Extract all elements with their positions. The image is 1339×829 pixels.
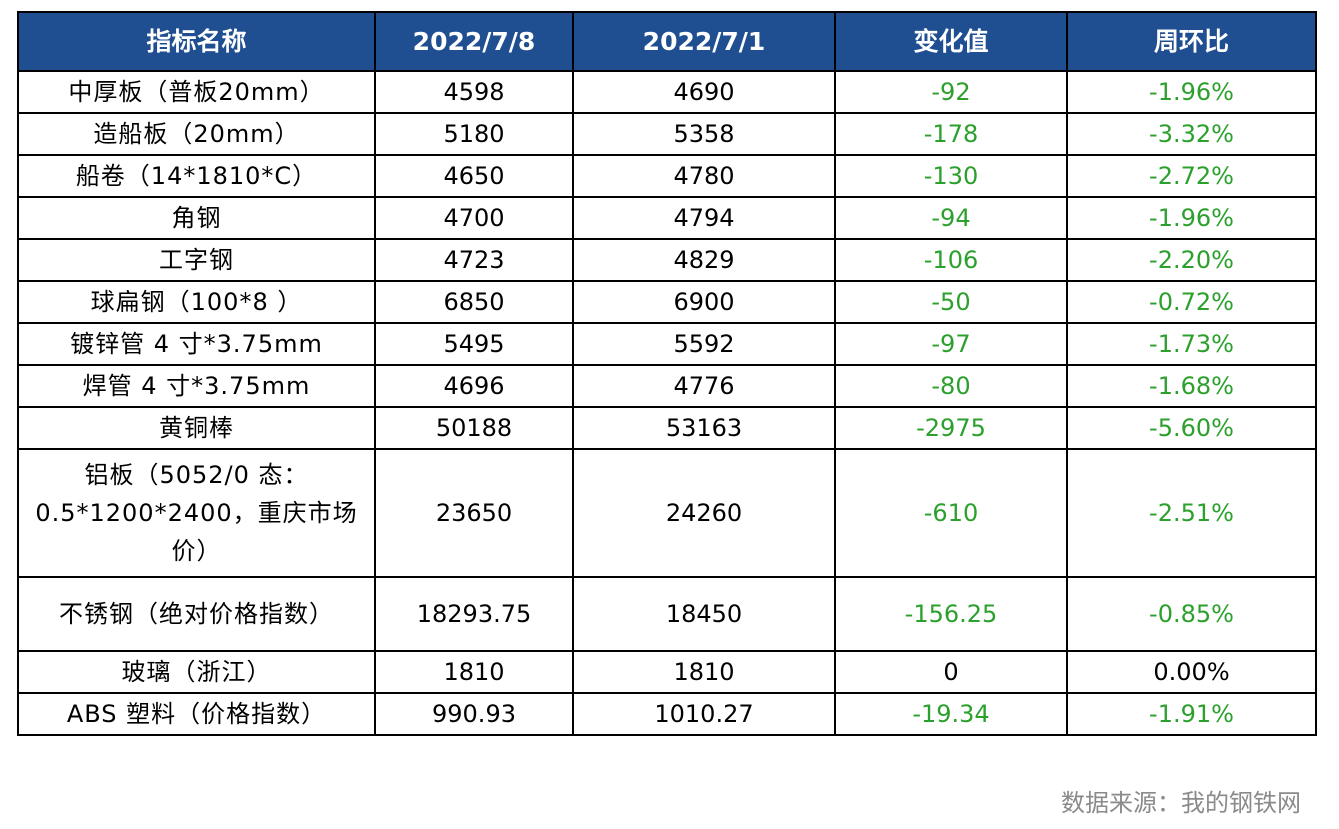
price-table: 指标名称 2022/7/8 2022/7/1 变化值 周环比 中厚板（普板20m… bbox=[17, 11, 1317, 736]
week-ratio-cell: 0.00% bbox=[1066, 650, 1317, 694]
previous-value-cell: 18450 bbox=[572, 576, 836, 652]
table-row: 中厚板（普板20mm） 4598 4690 -92 -1.96% bbox=[17, 70, 1317, 114]
change-value-cell: -156.25 bbox=[834, 576, 1068, 652]
header-week-ratio: 周环比 bbox=[1066, 11, 1317, 72]
indicator-name-cell: 铝板（5052/0 态：0.5*1200*2400，重庆市场价） bbox=[17, 448, 376, 578]
previous-value-cell: 1810 bbox=[572, 650, 836, 694]
week-ratio-cell: -1.96% bbox=[1066, 70, 1317, 114]
change-value-cell: -610 bbox=[834, 448, 1068, 578]
current-value-cell: 5180 bbox=[374, 112, 574, 156]
table-body: 中厚板（普板20mm） 4598 4690 -92 -1.96% 造船板（20mm） 518… bbox=[17, 70, 1317, 736]
week-ratio-cell: -1.96% bbox=[1066, 196, 1317, 240]
table-row: 造船板（20mm） 5180 5358 -178 -3.32% bbox=[17, 112, 1317, 156]
header-indicator: 指标名称 bbox=[17, 11, 376, 72]
previous-value-cell: 4690 bbox=[572, 70, 836, 114]
current-value-cell: 4650 bbox=[374, 154, 574, 198]
change-value-cell: -130 bbox=[834, 154, 1068, 198]
table-row: 黄铜棒 50188 53163 -2975 -5.60% bbox=[17, 406, 1317, 450]
current-value-cell: 4696 bbox=[374, 364, 574, 408]
previous-value-cell: 5358 bbox=[572, 112, 836, 156]
week-ratio-cell: -1.73% bbox=[1066, 322, 1317, 366]
table-row: 船卷（14*1810*C） 4650 4780 -130 -2.72% bbox=[17, 154, 1317, 198]
table-row: 角钢 4700 4794 -94 -1.96% bbox=[17, 196, 1317, 240]
table-row: 球扁钢（100*8 ） 6850 6900 -50 -0.72% bbox=[17, 280, 1317, 324]
table-row: 工字钢 4723 4829 -106 -2.20% bbox=[17, 238, 1317, 282]
header-previous-date: 2022/7/1 bbox=[572, 11, 836, 72]
week-ratio-cell: -2.51% bbox=[1066, 448, 1317, 578]
change-value-cell: 0 bbox=[834, 650, 1068, 694]
indicator-name-cell: 中厚板（普板20mm） bbox=[17, 70, 376, 114]
data-source-note: 数据来源：我的钢铁网 bbox=[1061, 789, 1301, 817]
indicator-name-cell: 球扁钢（100*8 ） bbox=[17, 280, 376, 324]
current-value-cell: 50188 bbox=[374, 406, 574, 450]
week-ratio-cell: -1.68% bbox=[1066, 364, 1317, 408]
indicator-name-cell: 不锈钢（绝对价格指数） bbox=[17, 576, 376, 652]
table-row: 不锈钢（绝对价格指数） 18293.75 18450 -156.25 -0.85% bbox=[17, 576, 1317, 652]
indicator-name-cell: 镀锌管 4 寸*3.75mm bbox=[17, 322, 376, 366]
change-value-cell: -80 bbox=[834, 364, 1068, 408]
indicator-name-cell: 黄铜棒 bbox=[17, 406, 376, 450]
current-value-cell: 23650 bbox=[374, 448, 574, 578]
change-value-cell: -2975 bbox=[834, 406, 1068, 450]
change-value-cell: -106 bbox=[834, 238, 1068, 282]
indicator-name-cell: 工字钢 bbox=[17, 238, 376, 282]
current-value-cell: 4598 bbox=[374, 70, 574, 114]
current-value-cell: 18293.75 bbox=[374, 576, 574, 652]
previous-value-cell: 1010.27 bbox=[572, 692, 836, 736]
week-ratio-cell: -2.72% bbox=[1066, 154, 1317, 198]
change-value-cell: -92 bbox=[834, 70, 1068, 114]
table-row: 铝板（5052/0 态：0.5*1200*2400，重庆市场价） 23650 242… bbox=[17, 448, 1317, 578]
week-ratio-cell: -0.72% bbox=[1066, 280, 1317, 324]
indicator-name-cell: 角钢 bbox=[17, 196, 376, 240]
previous-value-cell: 24260 bbox=[572, 448, 836, 578]
change-value-cell: -19.34 bbox=[834, 692, 1068, 736]
week-ratio-cell: -5.60% bbox=[1066, 406, 1317, 450]
table-row: 镀锌管 4 寸*3.75mm 5495 5592 -97 -1.73% bbox=[17, 322, 1317, 366]
previous-value-cell: 5592 bbox=[572, 322, 836, 366]
indicator-name-cell: 船卷（14*1810*C） bbox=[17, 154, 376, 198]
week-ratio-cell: -0.85% bbox=[1066, 576, 1317, 652]
current-value-cell: 4700 bbox=[374, 196, 574, 240]
current-value-cell: 990.93 bbox=[374, 692, 574, 736]
previous-value-cell: 6900 bbox=[572, 280, 836, 324]
header-change: 变化值 bbox=[834, 11, 1068, 72]
current-value-cell: 5495 bbox=[374, 322, 574, 366]
current-value-cell: 1810 bbox=[374, 650, 574, 694]
header-row: 指标名称 2022/7/8 2022/7/1 变化值 周环比 bbox=[17, 11, 1317, 72]
previous-value-cell: 53163 bbox=[572, 406, 836, 450]
previous-value-cell: 4780 bbox=[572, 154, 836, 198]
previous-value-cell: 4829 bbox=[572, 238, 836, 282]
change-value-cell: -178 bbox=[834, 112, 1068, 156]
week-ratio-cell: -1.91% bbox=[1066, 692, 1317, 736]
current-value-cell: 6850 bbox=[374, 280, 574, 324]
header-current-date: 2022/7/8 bbox=[374, 11, 574, 72]
change-value-cell: -50 bbox=[834, 280, 1068, 324]
change-value-cell: -97 bbox=[834, 322, 1068, 366]
week-ratio-cell: -2.20% bbox=[1066, 238, 1317, 282]
week-ratio-cell: -3.32% bbox=[1066, 112, 1317, 156]
previous-value-cell: 4776 bbox=[572, 364, 836, 408]
indicator-name-cell: 造船板（20mm） bbox=[17, 112, 376, 156]
table-row: ABS 塑料（价格指数） 990.93 1010.27 -19.34 -1.91% bbox=[17, 692, 1317, 736]
table-row: 玻璃（浙江） 1810 1810 0 0.00% bbox=[17, 650, 1317, 694]
indicator-name-cell: ABS 塑料（价格指数） bbox=[17, 692, 376, 736]
table-row: 焊管 4 寸*3.75mm 4696 4776 -80 -1.68% bbox=[17, 364, 1317, 408]
change-value-cell: -94 bbox=[834, 196, 1068, 240]
current-value-cell: 4723 bbox=[374, 238, 574, 282]
indicator-name-cell: 焊管 4 寸*3.75mm bbox=[17, 364, 376, 408]
indicator-name-cell: 玻璃（浙江） bbox=[17, 650, 376, 694]
previous-value-cell: 4794 bbox=[572, 196, 836, 240]
